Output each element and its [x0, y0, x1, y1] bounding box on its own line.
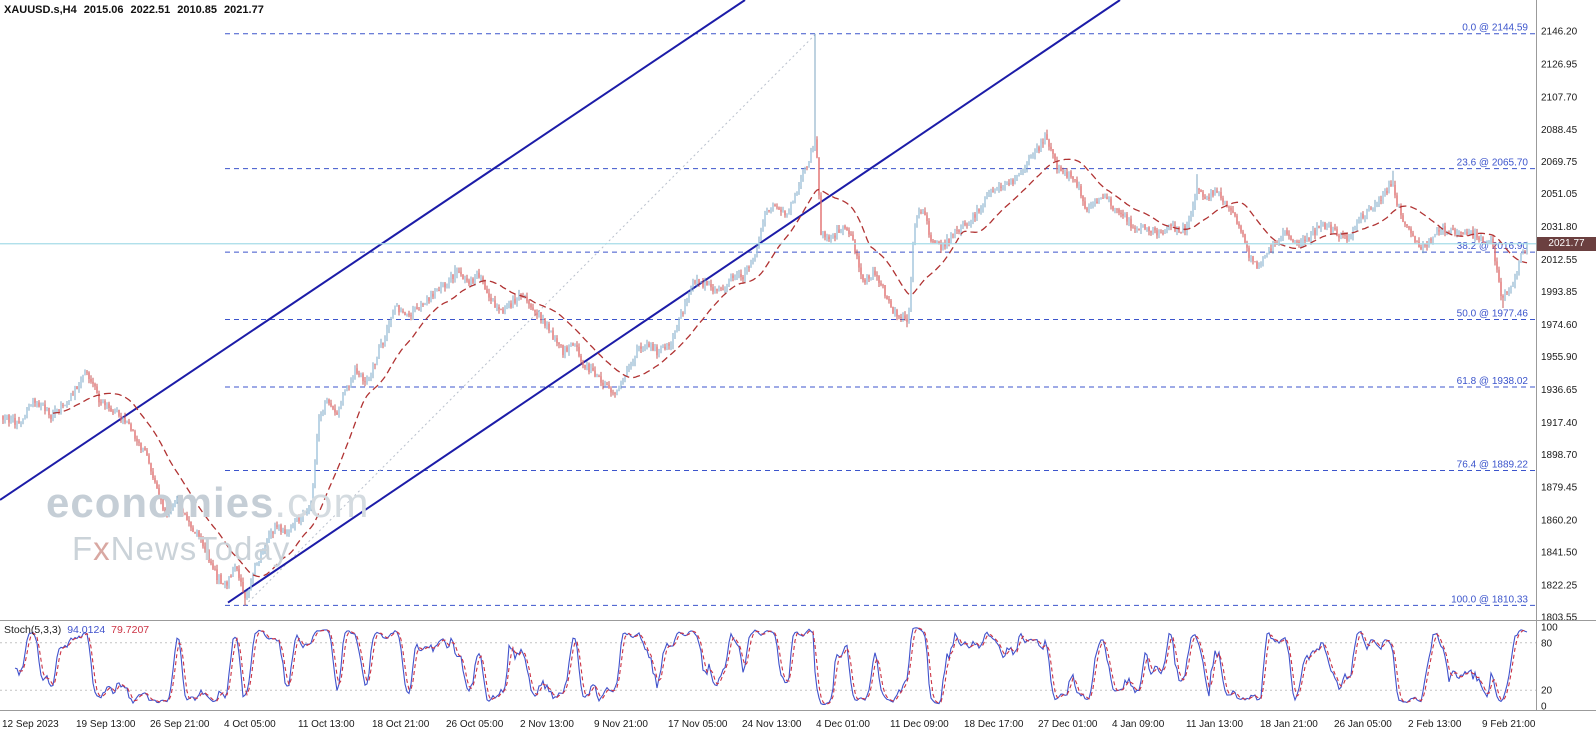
time-axis-label: 2 Feb 13:00	[1408, 719, 1462, 730]
symbol-timeframe-label: XAUUSD.s,H4	[4, 4, 77, 16]
price-axis-label: 1841.50	[1541, 548, 1578, 559]
fib-level-label: 61.8 @ 1938.02	[1457, 376, 1529, 387]
panel-separators[interactable]	[0, 0, 1596, 711]
time-axis[interactable]: 12 Sep 2023 19 Sep 13:00 26 Sep 21:00 4 Oct…	[2, 719, 1536, 730]
stoch-axis-label: 20	[1541, 686, 1553, 697]
time-axis-label: 4 Dec 01:00	[816, 719, 870, 730]
stoch-k-value: 94.0124	[67, 624, 106, 636]
price-axis-label: 2012.55	[1541, 255, 1578, 266]
price-axis-label: 1955.90	[1541, 352, 1578, 363]
price-axis-label: 2031.80	[1541, 222, 1578, 233]
price-axis-label: 1993.85	[1541, 287, 1578, 298]
price-axis-label: 1936.65	[1541, 385, 1578, 396]
stochastic-panel[interactable]: 100 80 20 0	[0, 623, 1558, 713]
price-axis-label: 2088.45	[1541, 125, 1578, 136]
time-axis-label: 18 Dec 17:00	[964, 719, 1024, 730]
price-axis-label: 2146.20	[1541, 27, 1578, 38]
price-axis[interactable]: 2146.20 2126.95 2107.70 2088.45 2069.75 2051.…	[1541, 27, 1578, 624]
stoch-indicator-header: Stoch(5,3,3) 94.0124 79.7207	[4, 624, 149, 636]
time-axis-label: 9 Feb 21:00	[1482, 719, 1536, 730]
price-axis-label: 1917.40	[1541, 418, 1578, 429]
watermark-sub-f: F	[72, 530, 94, 567]
watermark: economies.com FxNewsToday	[46, 482, 369, 566]
fib-level-label: 50.0 @ 1977.46	[1457, 309, 1529, 320]
low-value: 2010.85	[177, 4, 218, 16]
current-price-tag: 2021.77	[1537, 236, 1596, 251]
stoch-label: Stoch(5,3,3)	[4, 624, 62, 636]
stoch-d-value: 79.7207	[111, 624, 150, 636]
high-value: 2022.51	[130, 4, 171, 16]
time-axis-label: 17 Nov 05:00	[668, 719, 728, 730]
time-axis-label: 9 Nov 21:00	[594, 719, 648, 730]
price-axis-label: 2069.75	[1541, 157, 1578, 168]
time-axis-label: 4 Jan 09:00	[1112, 719, 1165, 730]
watermark-sub-rest: NewsToday	[110, 530, 291, 567]
time-axis-label: 11 Dec 09:00	[890, 719, 949, 730]
time-axis-label: 4 Oct 05:00	[224, 719, 276, 730]
price-axis-label: 1822.25	[1541, 581, 1578, 592]
watermark-sub-x: x	[93, 530, 111, 567]
time-axis-label: 26 Sep 21:00	[150, 719, 210, 730]
watermark-subtitle: FxNewsToday	[72, 532, 369, 565]
price-axis-label: 1879.45	[1541, 483, 1578, 494]
price-axis-label: 1803.55	[1541, 613, 1578, 624]
time-axis-label: 18 Jan 21:00	[1260, 719, 1318, 730]
stoch-axis-label: 80	[1541, 638, 1553, 649]
time-axis-label: 26 Oct 05:00	[446, 719, 504, 730]
price-axis-label: 2107.70	[1541, 92, 1578, 103]
time-axis-label: 26 Jan 05:00	[1334, 719, 1392, 730]
watermark-brand: economies	[46, 479, 275, 526]
moving-average-line[interactable]	[52, 158, 1528, 578]
watermark-brand-line: economies.com	[46, 482, 369, 524]
time-axis-label: 11 Jan 13:00	[1186, 719, 1244, 730]
trend-channel-lines[interactable]	[0, 0, 1121, 604]
time-axis-label: 2 Nov 13:00	[520, 719, 574, 730]
price-axis-label: 1860.20	[1541, 516, 1578, 527]
time-axis-label: 19 Sep 13:00	[76, 719, 136, 730]
time-axis-label: 24 Nov 13:00	[742, 719, 802, 730]
fib-level-label: 23.6 @ 2065.70	[1457, 158, 1529, 169]
open-value: 2015.06	[83, 4, 124, 16]
symbol-ohlc-header: XAUUSD.s,H4 2015.06 2022.51 2010.85 2021.77	[4, 4, 271, 16]
fib-level-label: 76.4 @ 1889.22	[1457, 459, 1529, 470]
stoch-axis-label: 0	[1541, 702, 1547, 713]
price-axis-label: 1898.70	[1541, 450, 1578, 461]
close-value: 2021.77	[224, 4, 264, 16]
price-axis-label: 2051.05	[1541, 189, 1578, 200]
time-axis-label: 18 Oct 21:00	[372, 719, 430, 730]
time-axis-label: 11 Oct 13:00	[298, 719, 355, 730]
time-axis-label: 27 Dec 01:00	[1038, 719, 1098, 730]
stoch-axis-label: 100	[1541, 623, 1558, 634]
fib-level-label: 0.0 @ 2144.59	[1462, 23, 1528, 34]
price-axis-label: 2126.95	[1541, 59, 1578, 70]
price-axis-label: 1974.60	[1541, 320, 1578, 331]
fib-level-label: 100.0 @ 1810.33	[1451, 594, 1528, 605]
time-axis-label: 12 Sep 2023	[2, 719, 59, 730]
watermark-brand-suffix: .com	[274, 479, 370, 526]
